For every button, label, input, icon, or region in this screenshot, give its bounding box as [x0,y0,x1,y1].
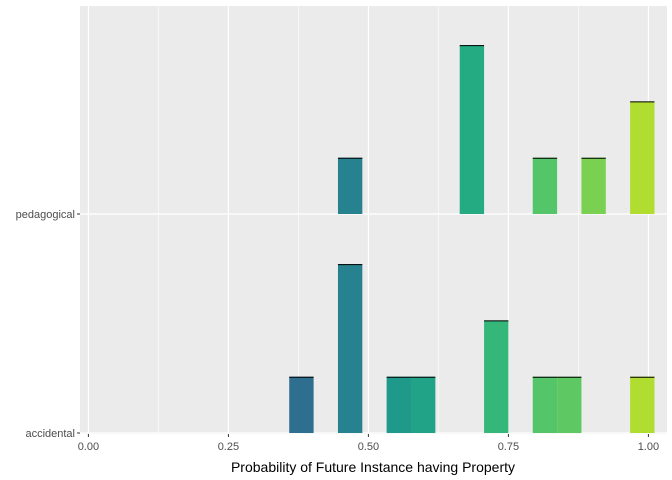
panel-background [80,6,667,434]
histogram-bar [581,157,606,214]
histogram-bar [630,376,655,433]
histogram-bar [337,157,363,214]
y-axis: accidental pedagogical [16,209,80,440]
x-tick-label: 0.50 [358,441,379,453]
x-axis-title: Probability of Future Instance having Pr… [231,459,515,475]
histogram-bar [459,45,485,214]
histogram-bar [410,376,436,433]
x-tick-label: 0.00 [78,441,99,453]
x-axis: 0.00 0.25 0.50 0.75 1.00 [78,434,659,453]
histogram-bar [630,101,655,214]
minor-gridlines [158,6,579,434]
x-tick-label: 0.75 [498,441,519,453]
x-tick-label: 1.00 [638,441,659,453]
y-tick-label: accidental [25,428,75,440]
histogram-bar [557,376,582,433]
histogram-bar [337,264,363,433]
histogram-bar [386,376,411,433]
histogram-bars [289,45,655,433]
histogram-bar [532,376,558,433]
y-tick-label: pedagogical [16,209,75,221]
histogram-bar [484,320,509,433]
x-tick-label: 0.25 [218,441,239,453]
histogram-bar [289,376,314,433]
histogram-bar [532,157,558,214]
